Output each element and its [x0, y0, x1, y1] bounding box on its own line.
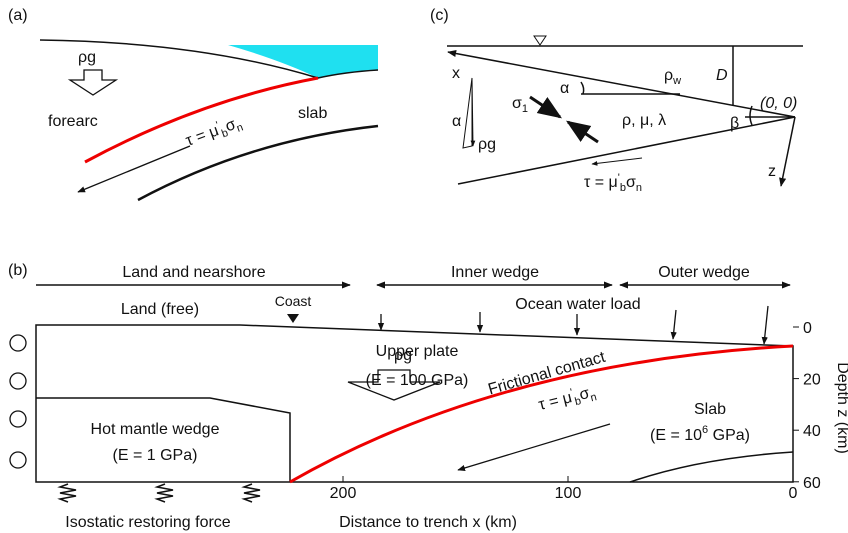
stress-arrow [568, 122, 598, 142]
coast-marker [287, 314, 299, 323]
stress-arrow [530, 97, 560, 117]
properties: ρ, μ, λ [622, 112, 666, 129]
water-level [534, 36, 546, 45]
origin: (0, 0) [760, 95, 797, 112]
slab-label: slab [298, 105, 327, 122]
mantle-modulus: (E = 1 GPa) [113, 447, 198, 464]
isostatic-label: Isostatic restoring force [65, 514, 231, 531]
y-tick-label: 40 [803, 423, 821, 440]
y-tick-label: 60 [803, 475, 821, 492]
x-tick-label: 200 [330, 485, 357, 502]
forearc-label: forearc [48, 113, 98, 130]
zone-label: Inner wedge [451, 264, 539, 281]
z-label: z [768, 163, 776, 180]
mantle-wedge [36, 398, 290, 482]
sigma1: σ1 [512, 95, 528, 115]
rho-w: ρw [664, 67, 681, 87]
alpha-arc [581, 82, 584, 94]
alpha: α [560, 80, 569, 97]
figure: (a) ρg forearc slab τ = μ'bσn (c) x z D … [0, 0, 848, 533]
slab-line [138, 126, 378, 200]
panel-label: (a) [8, 7, 28, 24]
z-axis [781, 117, 795, 186]
panel-b: (b) Land and nearshore Inner wedge Outer… [8, 262, 848, 531]
zone-label: Land and nearshore [122, 264, 265, 281]
slab-label: Slab [694, 401, 726, 418]
upper-plate-label: Upper plate [376, 343, 459, 360]
y-tick-label: 20 [803, 372, 821, 389]
y-axis-label: Depth z (km) [834, 362, 848, 454]
x-tick-label: 0 [789, 485, 798, 502]
ocean-label: Ocean water load [515, 296, 640, 313]
gravity-triangle [463, 78, 472, 148]
x-label: x [452, 65, 460, 82]
interface [85, 78, 318, 162]
panel-c: (c) x z D ρw α β (0, 0) σ1 ρ, μ, λ α ρg … [430, 7, 803, 194]
y-tick-label: 0 [803, 320, 812, 337]
roller-supports [10, 335, 26, 468]
upper-plate-modulus: (E = 100 GPa) [366, 372, 469, 389]
springs [60, 484, 260, 502]
rho-g: ρg [78, 49, 96, 66]
panel-label: (b) [8, 262, 28, 279]
stress-law: τ = μ'bσn [536, 381, 598, 416]
x-tick-label: 100 [555, 485, 582, 502]
alpha-gravity: α [452, 113, 461, 130]
contact-label: Frictional contact [486, 349, 607, 399]
zone-label: Outer wedge [658, 264, 750, 281]
rho-g: ρg [478, 136, 496, 153]
panel-a: (a) ρg forearc slab τ = μ'bσn [8, 7, 378, 200]
coast-label: Coast [275, 293, 312, 309]
slip-arrow [78, 146, 190, 192]
land-label: Land (free) [121, 301, 199, 318]
x-axis-label: Distance to trench x (km) [339, 514, 517, 531]
stress-law: τ = μ'bσn [183, 112, 245, 153]
panel-label: (c) [430, 7, 449, 24]
d-label: D [716, 67, 728, 84]
rho-g: ρg [394, 347, 412, 364]
beta-arc [750, 106, 752, 125]
x-axis [448, 52, 795, 117]
slab-base [630, 452, 793, 482]
stress-law: τ = μ'bσn [584, 172, 642, 194]
beta: β [730, 115, 739, 132]
mantle-label: Hot mantle wedge [91, 421, 220, 438]
slip-arrow [458, 424, 610, 470]
gravity-arrow [70, 70, 116, 95]
slab-modulus: (E = 106 GPa) [650, 424, 750, 444]
slip-arrow [592, 158, 642, 164]
